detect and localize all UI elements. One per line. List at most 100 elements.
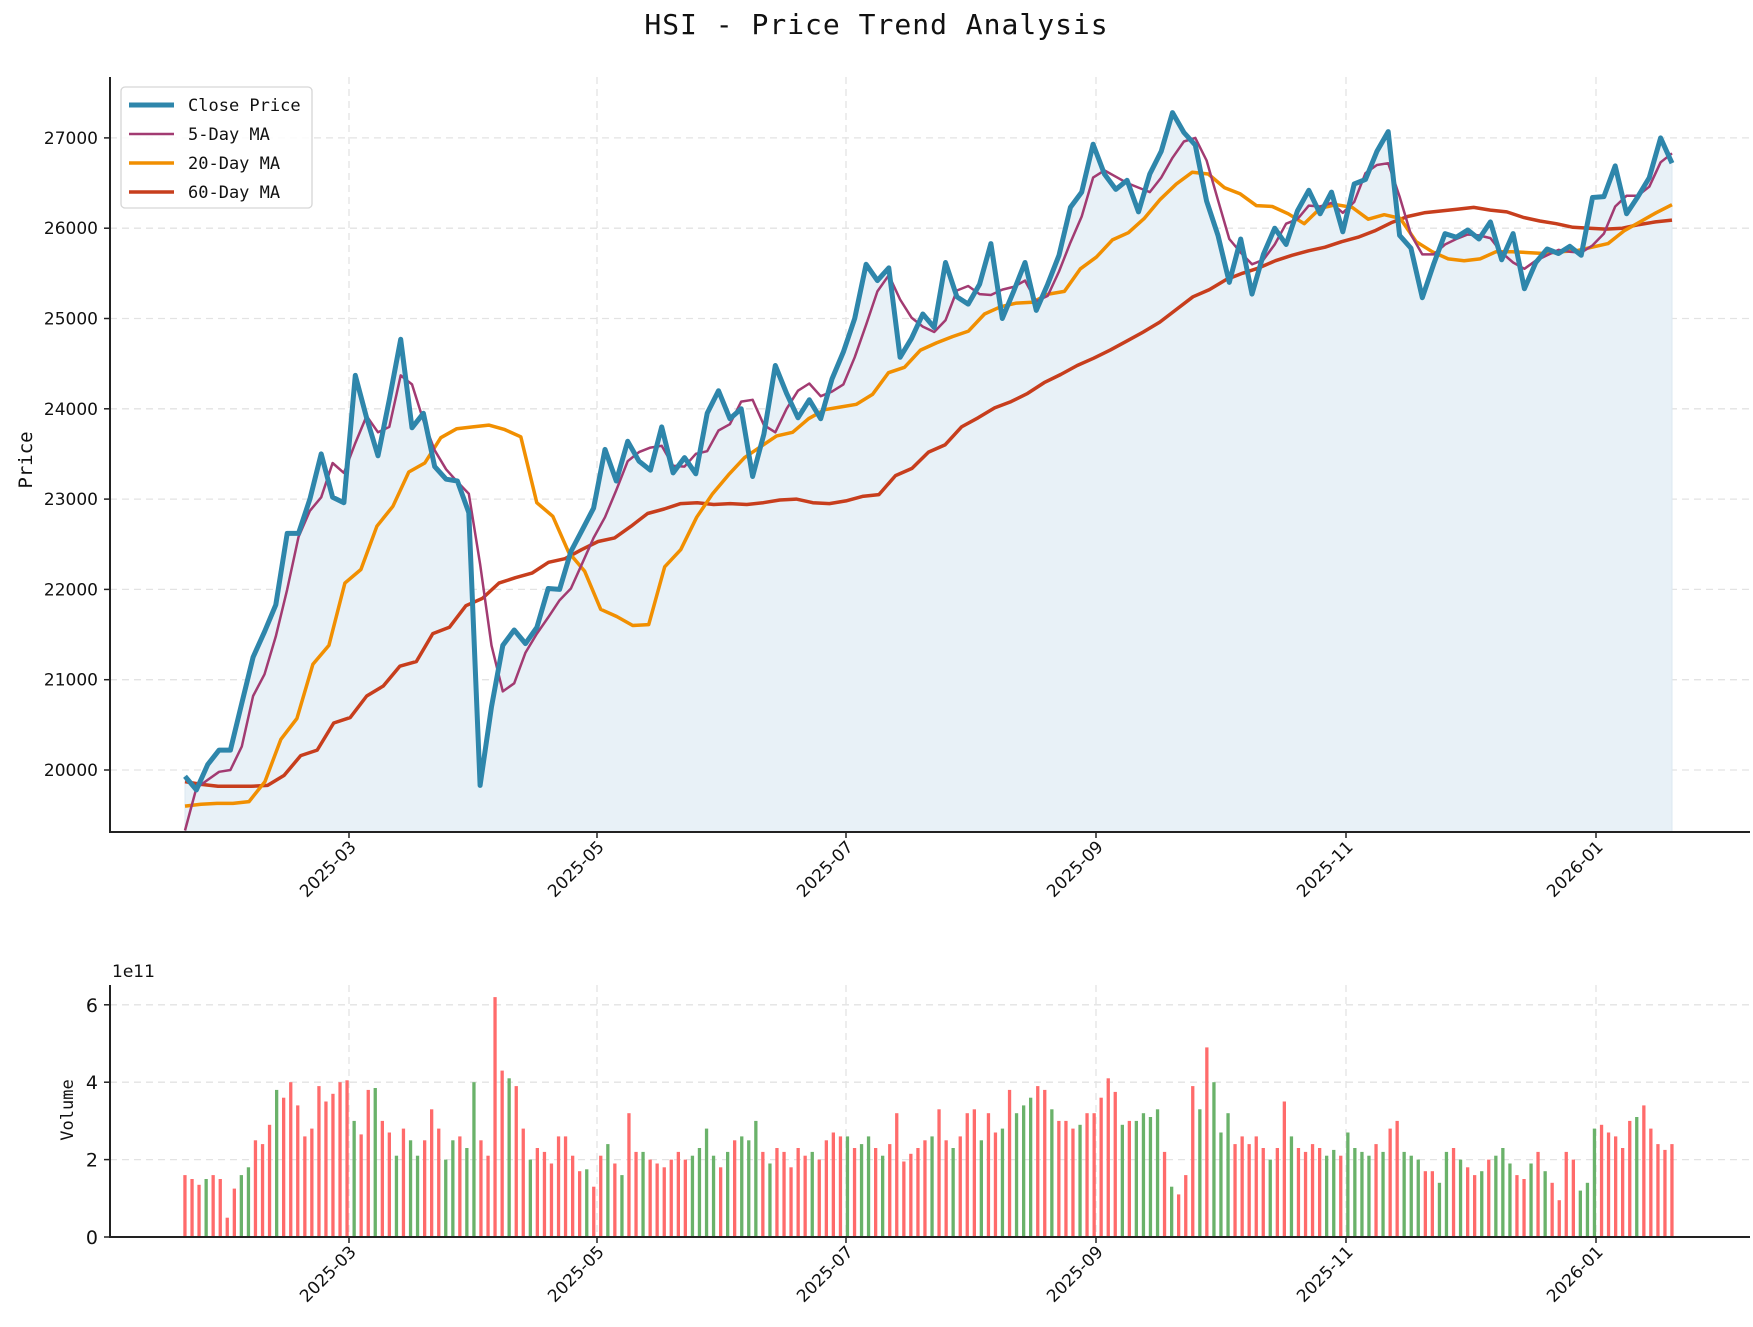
volume-bar xyxy=(1367,1155,1371,1237)
volume-bar xyxy=(1663,1149,1667,1237)
volume-bar xyxy=(761,1151,765,1237)
volume-bar xyxy=(1606,1132,1611,1237)
volume-bar xyxy=(1494,1155,1498,1237)
price-y-tick-label: 26000 xyxy=(44,219,98,239)
volume-bar xyxy=(789,1167,793,1237)
volume-bar xyxy=(1219,1132,1223,1237)
volume-bar xyxy=(1473,1175,1477,1237)
volume-bar xyxy=(881,1155,885,1237)
volume-bar xyxy=(380,1120,384,1237)
volume-bar xyxy=(852,1148,857,1237)
volume-bar xyxy=(556,1136,561,1237)
volume-bar xyxy=(1127,1120,1131,1237)
volume-bar xyxy=(352,1120,356,1237)
volume-bar xyxy=(895,1113,899,1237)
volume-bar xyxy=(253,1140,258,1238)
volume-bar xyxy=(183,1175,187,1237)
volume-bar xyxy=(1360,1151,1364,1237)
price-x-tick-label: 2026-01 xyxy=(1543,837,1607,901)
volume-bar xyxy=(1205,1047,1209,1237)
volume-bar xyxy=(479,1140,483,1238)
volume-bar xyxy=(246,1167,251,1237)
volume-bar xyxy=(1332,1149,1336,1237)
volume-bar xyxy=(733,1140,737,1238)
volume-bar xyxy=(1275,1148,1279,1237)
volume-bar xyxy=(951,1148,955,1237)
volume-bar xyxy=(260,1144,265,1237)
volume-bar xyxy=(782,1151,786,1237)
volume-bar xyxy=(1536,1151,1540,1237)
volume-bar xyxy=(1184,1175,1188,1237)
volume-bar xyxy=(585,1169,589,1237)
volume-axes: 0 2 4 6 2025-03 2025-05 2025-07 2025-09 2025-11 2… xyxy=(86,985,1750,1307)
volume-bar xyxy=(634,1151,638,1237)
volume-bar xyxy=(1198,1109,1202,1237)
volume-bar xyxy=(1480,1171,1484,1237)
volume-x-tick-label: 2025-05 xyxy=(544,1242,608,1306)
volume-bar xyxy=(711,1155,716,1237)
volume-bar xyxy=(845,1136,850,1237)
ma20-legend-label: 20-Day MA xyxy=(188,154,280,174)
volume-bar xyxy=(965,1113,969,1237)
volume-bar xyxy=(1381,1151,1385,1237)
volume-y-tick-label: 2 xyxy=(86,1150,98,1172)
volume-bar xyxy=(1318,1148,1322,1237)
volume-bar xyxy=(1240,1136,1244,1237)
chart-title: HSI - Price Trend Analysis xyxy=(644,8,1109,41)
volume-bar xyxy=(1247,1144,1251,1237)
volume-bar xyxy=(1508,1163,1512,1237)
volume-bar xyxy=(1458,1159,1463,1237)
volume-bar xyxy=(1670,1144,1674,1237)
volume-bar xyxy=(1466,1167,1470,1237)
volume-bar xyxy=(549,1163,554,1237)
volume-bar xyxy=(317,1086,321,1237)
price-x-tick-label: 2025-03 xyxy=(296,837,360,901)
volume-bar xyxy=(726,1151,730,1237)
volume-bar xyxy=(1395,1120,1399,1237)
volume-bar xyxy=(1036,1086,1040,1237)
volume-bar xyxy=(486,1155,490,1237)
volume-bar xyxy=(923,1140,927,1238)
volume-bar xyxy=(535,1148,539,1237)
volume-bar xyxy=(1071,1128,1075,1237)
volume-bar xyxy=(324,1101,328,1237)
volume-bar xyxy=(662,1167,666,1237)
volume-y-tick-label: 6 xyxy=(86,995,98,1017)
volume-bar xyxy=(465,1148,469,1237)
volume-bar xyxy=(1557,1200,1561,1237)
volume-bar xyxy=(1451,1148,1456,1237)
volume-bar xyxy=(754,1120,758,1237)
volume-bar xyxy=(507,1078,511,1237)
volume-bar xyxy=(1014,1113,1019,1237)
volume-bar xyxy=(430,1109,434,1237)
price-y-tick-label: 22000 xyxy=(44,580,98,600)
volume-bar xyxy=(1353,1148,1357,1237)
ma60-legend-label: 60-Day MA xyxy=(188,183,280,203)
volume-bar xyxy=(1261,1148,1265,1237)
volume-bar xyxy=(1437,1182,1442,1237)
volume-bar xyxy=(1416,1159,1420,1237)
volume-bar xyxy=(267,1124,272,1237)
volume-bar xyxy=(796,1148,800,1237)
volume-bar xyxy=(1339,1155,1343,1237)
volume-bar xyxy=(1388,1128,1392,1237)
close-price-line xyxy=(183,110,1675,793)
volume-bar xyxy=(1289,1136,1294,1237)
ma5-line xyxy=(183,136,1673,831)
volume-bar xyxy=(902,1161,906,1237)
volume-bar xyxy=(1155,1109,1160,1237)
volume-bar xyxy=(747,1140,751,1238)
volume-bar xyxy=(1599,1124,1604,1237)
volume-bar xyxy=(303,1136,307,1237)
volume-bar xyxy=(1543,1171,1547,1237)
volume-x-tick-label: 2025-11 xyxy=(1293,1242,1357,1306)
volume-bar xyxy=(810,1151,814,1237)
volume-bar xyxy=(197,1184,201,1237)
volume-bar xyxy=(1162,1151,1167,1237)
volume-bar xyxy=(542,1151,547,1237)
volume-bar xyxy=(874,1148,878,1237)
volume-bar xyxy=(444,1159,448,1237)
volume-bar xyxy=(740,1136,744,1237)
volume-bar xyxy=(1141,1113,1146,1237)
